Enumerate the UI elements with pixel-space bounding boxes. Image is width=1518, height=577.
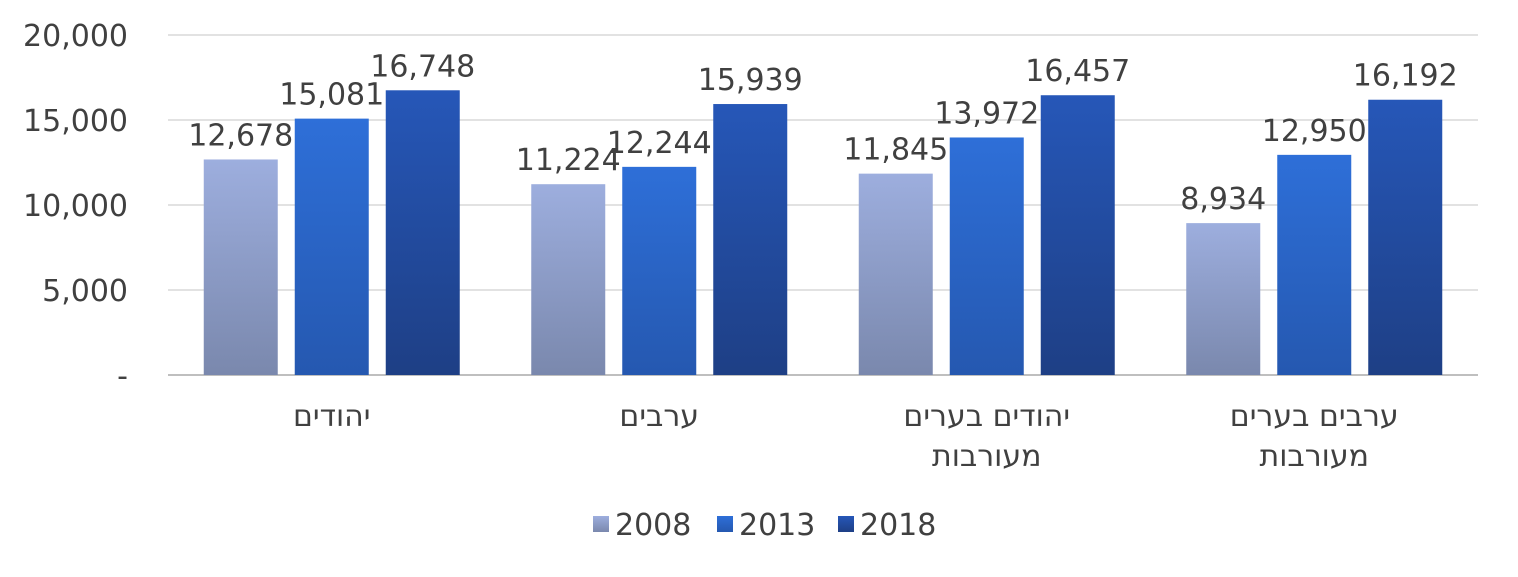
data-label: 11,224 xyxy=(516,143,621,178)
bar-2013 xyxy=(1277,154,1352,375)
data-label: 15,939 xyxy=(698,63,803,98)
legend-swatch-2008 xyxy=(593,516,609,532)
x-axis-labels: יהודים ערבים יהודים בערים מעורבות ערבים בערי… xyxy=(293,399,1399,474)
y-tick-label: - xyxy=(117,359,128,394)
legend-label: 2013 xyxy=(739,508,815,543)
category-label: מעורבות xyxy=(932,439,1042,474)
bar-2008 xyxy=(858,173,933,375)
bar-2008 xyxy=(203,159,278,375)
category-label: ערבים בערים xyxy=(1230,399,1399,434)
data-label: 13,972 xyxy=(934,96,1039,131)
data-label: 12,244 xyxy=(607,126,712,161)
y-axis-ticks: - 5,000 10,000 15,000 20,000 xyxy=(23,19,128,394)
category-label: יהודים xyxy=(293,399,370,434)
bar-2008 xyxy=(1186,223,1261,375)
bar-2013 xyxy=(949,137,1024,375)
data-label: 16,457 xyxy=(1025,54,1130,89)
y-tick-label: 5,000 xyxy=(42,274,128,309)
data-label: 11,845 xyxy=(843,133,948,168)
bar-2018 xyxy=(385,90,460,375)
legend-swatch-2013 xyxy=(717,516,733,532)
data-label: 12,950 xyxy=(1262,114,1367,149)
data-label: 8,934 xyxy=(1180,182,1266,217)
legend-label: 2018 xyxy=(860,508,936,543)
bar-2018 xyxy=(1040,95,1115,375)
data-label: 12,678 xyxy=(188,118,293,153)
bar-2018 xyxy=(713,104,788,376)
y-tick-label: 10,000 xyxy=(23,189,128,224)
category-label: ערבים xyxy=(619,399,699,434)
category-label: יהודים בערים xyxy=(903,399,1070,434)
y-tick-label: 20,000 xyxy=(23,19,128,54)
legend-swatch-2018 xyxy=(838,516,854,532)
bar-2013 xyxy=(294,118,369,376)
data-label: 16,192 xyxy=(1353,59,1458,94)
bar-2013 xyxy=(622,166,697,375)
data-label: 15,081 xyxy=(279,78,384,113)
bar-2018 xyxy=(1368,99,1443,376)
y-tick-label: 15,000 xyxy=(23,104,128,139)
legend: 2008 2013 2018 xyxy=(593,508,936,543)
category-label: מעורבות xyxy=(1260,439,1370,474)
bar-2008 xyxy=(531,184,606,375)
bars xyxy=(203,90,1443,376)
legend-label: 2008 xyxy=(615,508,691,543)
data-label: 16,748 xyxy=(370,49,475,84)
